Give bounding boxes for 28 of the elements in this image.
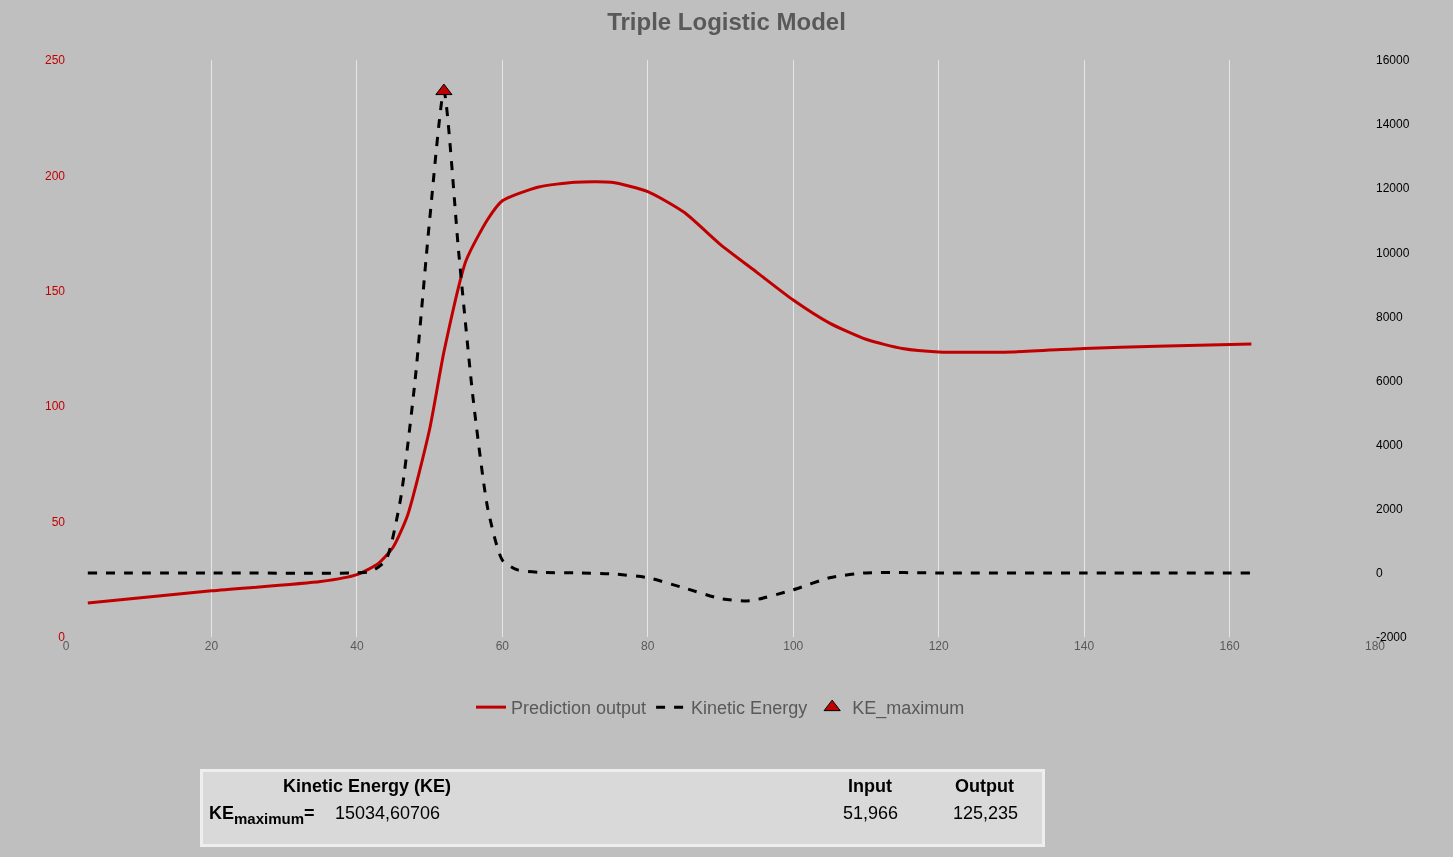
x-tick-label: 120 — [928, 639, 949, 653]
y2-tick-label: 0 — [1376, 566, 1383, 581]
legend-label: KE_maximum — [852, 698, 965, 720]
x-tick-label: 40 — [350, 639, 364, 653]
x-tick-label: 140 — [1074, 639, 1095, 653]
legend-label: Prediction output — [511, 698, 647, 719]
y2-tick-label: 16000 — [1376, 53, 1410, 68]
y2-tick-label: 10000 — [1376, 245, 1410, 260]
y2-tick-label: 14000 — [1376, 117, 1410, 132]
y2-tick-label: 6000 — [1376, 373, 1404, 388]
y-tick-label: 200 — [44, 168, 66, 183]
y2-tick-label: 8000 — [1376, 309, 1404, 324]
x-tick-label: 100 — [783, 639, 804, 653]
y2-tick-label: 12000 — [1376, 181, 1410, 196]
x-tick-label: 60 — [495, 639, 510, 653]
y2-tick-label: 2000 — [1376, 501, 1404, 516]
x-tick-label: 160 — [1219, 639, 1240, 653]
y2-tick-label: 4000 — [1376, 437, 1404, 452]
summary-table: Kinetic Energy (KE) KE$_{maximum}$= 15034,60706 Input Output 51,966 125,235 — [200, 769, 1045, 847]
y-tick-label: 250 — [44, 53, 66, 68]
y-tick-label: 100 — [44, 399, 66, 414]
legend-label: Kinetic Energy — [691, 698, 808, 719]
x-tick-label: 80 — [641, 639, 655, 653]
chart-title: Triple Logistic Model — [607, 7, 846, 35]
x-tick-label: 20 — [204, 639, 219, 653]
line-series — [86, 180, 1253, 605]
y-tick-label: 150 — [44, 284, 66, 298]
y-tick-label: 50 — [51, 514, 66, 529]
